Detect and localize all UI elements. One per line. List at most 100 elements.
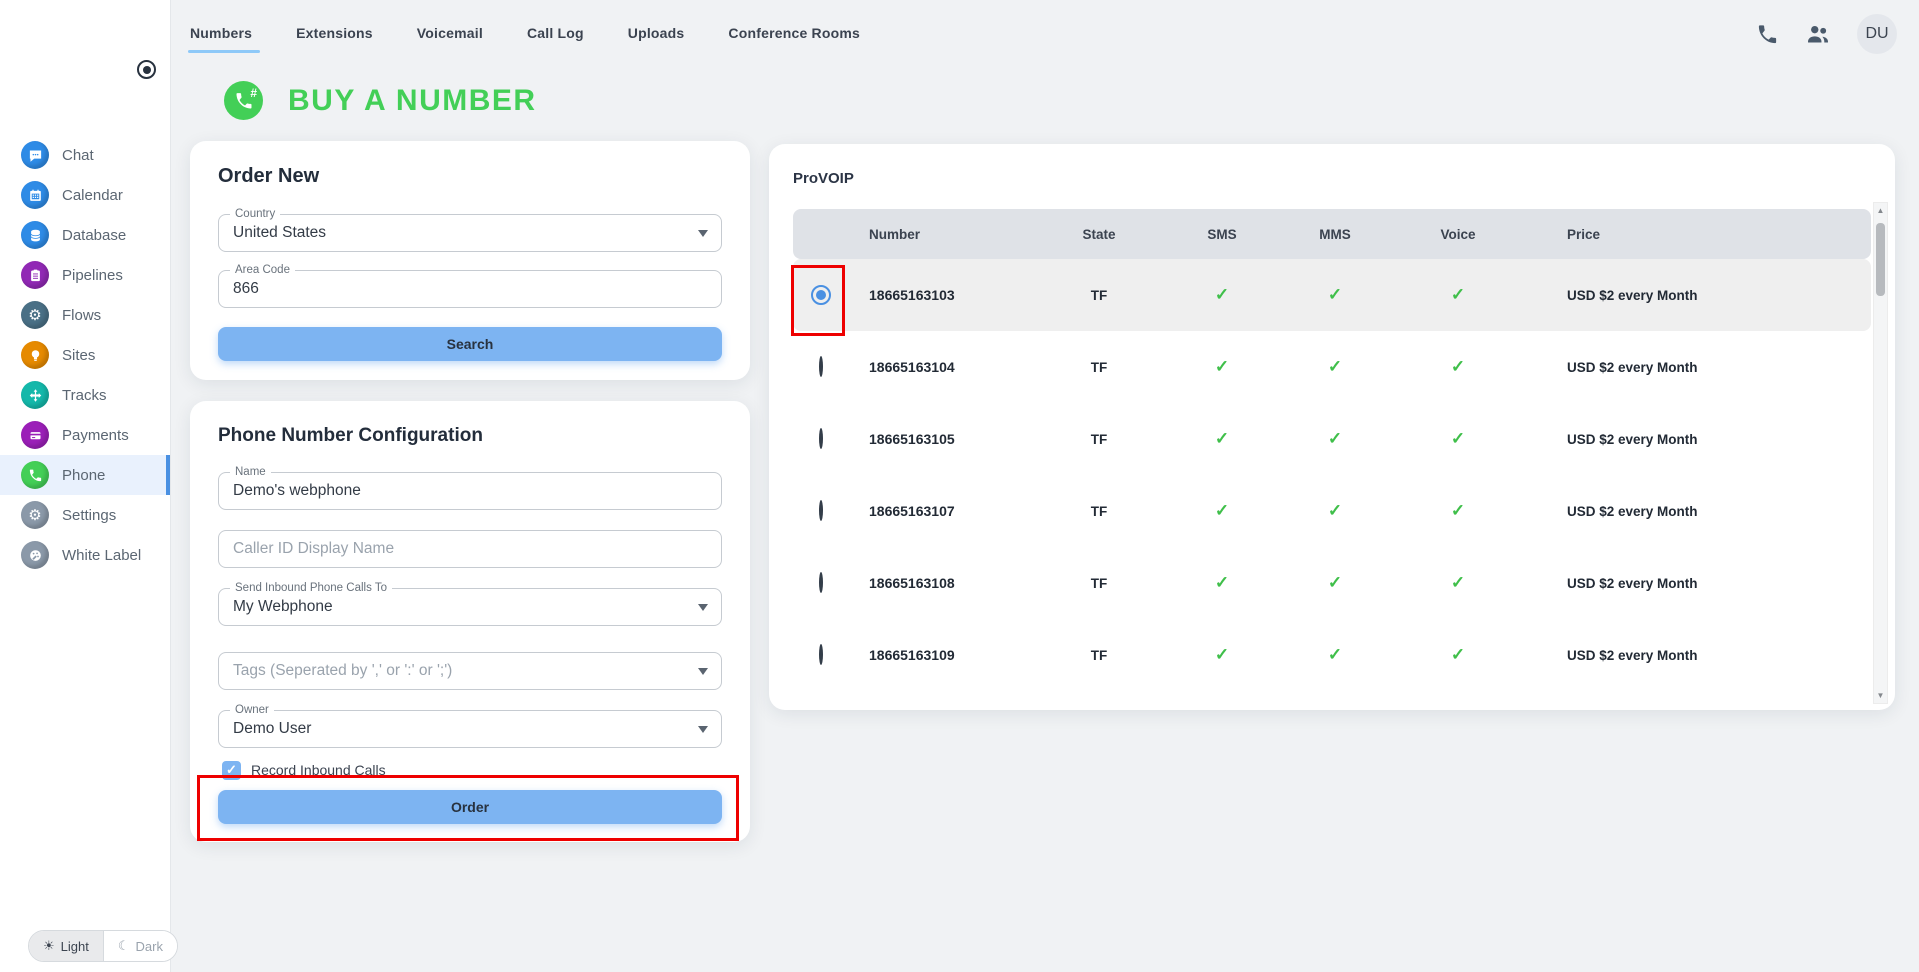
column-mms: MMS — [1319, 226, 1351, 242]
contacts-icon[interactable] — [1805, 21, 1831, 47]
tab-extensions[interactable]: Extensions — [296, 25, 373, 41]
send-inbound-label: Send Inbound Phone Calls To — [230, 581, 392, 595]
sidebar-item-flows[interactable]: ⚙ Flows — [0, 295, 170, 335]
sidebar-item-pipelines[interactable]: Pipelines — [0, 255, 170, 295]
row-number: 18665163109 — [869, 647, 955, 663]
send-inbound-value: My Webphone — [233, 598, 333, 615]
sms-check-icon: ✓ — [1214, 429, 1230, 448]
webphone-icon[interactable] — [1756, 23, 1779, 46]
row-radio[interactable] — [819, 356, 823, 377]
sidebar-item-label: Pipelines — [62, 266, 123, 284]
table-row[interactable]: 18665163104 TF ✓ ✓ ✓ USD $2 every Month — [793, 331, 1871, 403]
row-price: USD $2 every Month — [1567, 287, 1698, 303]
tab-call-log[interactable]: Call Log — [526, 25, 584, 41]
tab-uploads[interactable]: Uploads — [627, 25, 685, 41]
chat-icon — [21, 141, 49, 169]
theme-dark-button[interactable]: ☾ Dark — [103, 931, 177, 961]
mms-check-icon: ✓ — [1327, 573, 1343, 592]
row-radio[interactable] — [819, 572, 823, 593]
table-row[interactable]: 18665163109 TF ✓ ✓ ✓ USD $2 every Month — [793, 619, 1871, 691]
sidebar-item-phone[interactable]: Phone — [0, 455, 170, 495]
tab-voicemail[interactable]: Voicemail — [416, 25, 483, 41]
search-button[interactable]: Search — [218, 327, 722, 361]
row-number: 18665163104 — [869, 359, 955, 375]
sidebar-item-tracks[interactable]: Tracks — [0, 375, 170, 415]
name-input[interactable]: Name Demo's webphone — [218, 465, 722, 510]
sidebar-item-label: Payments — [62, 426, 129, 444]
table-row[interactable]: 18665163105 TF ✓ ✓ ✓ USD $2 every Month — [793, 403, 1871, 475]
sms-check-icon: ✓ — [1214, 501, 1230, 520]
theme-light-button[interactable]: ☀ Light — [29, 931, 104, 961]
caller-id-input[interactable]: Caller ID Display Name — [218, 530, 722, 568]
payments-icon — [21, 421, 49, 449]
mms-check-icon: ✓ — [1327, 645, 1343, 664]
sms-check-icon: ✓ — [1214, 357, 1230, 376]
record-inbound-checkbox[interactable]: ✓ — [222, 760, 241, 780]
sidebar-item-payments[interactable]: Payments — [0, 415, 170, 455]
row-price: USD $2 every Month — [1567, 647, 1698, 663]
sidebar-item-label: Phone — [62, 466, 106, 484]
sidebar-item-white-label[interactable]: White Label — [0, 535, 170, 575]
tags-placeholder: Tags (Seperated by ',' or ':' or ';') — [233, 662, 453, 679]
record-inbound-row: ✓ Record Inbound Calls — [222, 759, 722, 781]
table-row[interactable]: 18665163103 TF ✓ ✓ ✓ USD $2 every Month — [793, 259, 1871, 331]
buy-number-icon: # — [224, 81, 263, 120]
tab-conference-rooms[interactable]: Conference Rooms — [728, 25, 860, 41]
column-state: State — [1082, 226, 1116, 242]
dropdown-arrow-icon — [698, 726, 708, 738]
name-label: Name — [230, 465, 271, 479]
country-label: Country — [230, 207, 281, 221]
order-button[interactable]: Order — [218, 790, 722, 824]
row-state: TF — [1090, 503, 1108, 519]
mms-check-icon: ✓ — [1327, 501, 1343, 520]
row-radio[interactable] — [819, 644, 823, 665]
send-inbound-select[interactable]: Send Inbound Phone Calls To My Webphone — [218, 581, 722, 626]
country-select[interactable]: Country United States — [218, 207, 722, 252]
dropdown-arrow-icon — [698, 668, 708, 680]
sidebar-item-settings[interactable]: ⚙ Settings — [0, 495, 170, 535]
page-title: BUY A NUMBER — [288, 83, 537, 117]
pipelines-icon — [21, 261, 49, 289]
name-value: Demo's webphone — [233, 482, 361, 499]
sidebar-collapse-toggle-icon[interactable] — [137, 60, 156, 79]
tab-numbers[interactable]: Numbers — [187, 25, 261, 53]
voice-check-icon: ✓ — [1450, 285, 1466, 304]
row-radio[interactable] — [819, 428, 823, 449]
voice-check-icon: ✓ — [1450, 645, 1466, 664]
sidebar-item-chat[interactable]: Chat — [0, 135, 170, 175]
table-row[interactable]: 18665163108 TF ✓ ✓ ✓ USD $2 every Month — [793, 547, 1871, 619]
area-code-label: Area Code — [230, 263, 295, 277]
theme-dark-label: Dark — [135, 938, 163, 954]
dropdown-arrow-icon — [698, 604, 708, 616]
voice-check-icon: ✓ — [1450, 573, 1466, 592]
phone-config-title: Phone Number Configuration — [218, 425, 483, 446]
row-radio[interactable] — [819, 500, 823, 521]
sidebar-item-label: Database — [62, 226, 127, 244]
table-row[interactable]: 18665163107 TF ✓ ✓ ✓ USD $2 every Month — [793, 475, 1871, 547]
column-sms: SMS — [1207, 226, 1237, 242]
sidebar-item-database[interactable]: Database — [0, 215, 170, 255]
scrollbar-thumb[interactable] — [1876, 223, 1885, 296]
sidebar-item-sites[interactable]: Sites — [0, 335, 170, 375]
scroll-down-icon[interactable]: ▼ — [1876, 691, 1885, 700]
voice-check-icon: ✓ — [1450, 357, 1466, 376]
flows-icon: ⚙ — [21, 301, 49, 329]
sidebar-item-calendar[interactable]: Calendar — [0, 175, 170, 215]
owner-label: Owner — [230, 703, 274, 717]
owner-select[interactable]: Owner Demo User — [218, 703, 722, 748]
database-icon — [21, 221, 49, 249]
provider-panel: ProVOIP Number State SMS MMS Voice Price… — [769, 144, 1895, 710]
area-code-input[interactable]: Area Code 866 — [218, 263, 722, 308]
row-radio[interactable] — [811, 285, 831, 305]
table-scrollbar[interactable]: ▲ ▼ — [1873, 202, 1888, 704]
sidebar-nav: Chat Calendar Database Pipelines ⚙ Flows… — [0, 135, 170, 575]
row-price: USD $2 every Month — [1567, 575, 1698, 591]
mms-check-icon: ✓ — [1327, 429, 1343, 448]
tracks-icon — [21, 381, 49, 409]
scroll-up-icon[interactable]: ▲ — [1876, 206, 1885, 215]
sms-check-icon: ✓ — [1214, 285, 1230, 304]
voice-check-icon: ✓ — [1450, 429, 1466, 448]
column-price: Price — [1567, 226, 1601, 242]
avatar[interactable]: DU — [1857, 14, 1897, 54]
tags-input[interactable]: Tags (Seperated by ',' or ':' or ';') — [218, 652, 722, 690]
